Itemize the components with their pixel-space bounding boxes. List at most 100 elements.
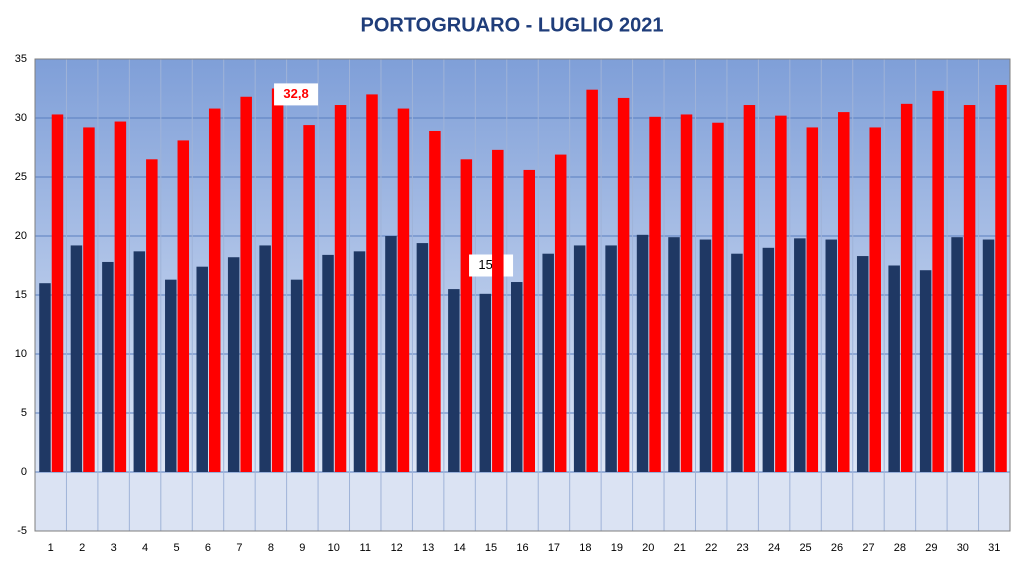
x-tick-label: 9 [299, 542, 305, 554]
plot-border [34, 58, 1011, 532]
x-tick-label: 5 [173, 542, 179, 554]
y-tick-label: 20 [15, 230, 27, 242]
x-tick-label: 23 [737, 542, 749, 554]
value-label-box [274, 83, 319, 106]
bar [366, 94, 378, 473]
bar [114, 121, 127, 472]
bar [271, 88, 284, 472]
x-tick-label: 28 [894, 542, 906, 554]
bar [573, 245, 586, 472]
bar [385, 236, 397, 472]
x-tick-label: 18 [579, 542, 591, 554]
x-tick-label: 2 [79, 542, 85, 554]
bar [196, 266, 208, 472]
bar [712, 122, 724, 472]
x-tick-label: 19 [611, 542, 623, 554]
bar [492, 149, 504, 473]
bar [165, 279, 177, 472]
chart-title: PORTOGRUARO - LUGLIO 2021 [360, 14, 663, 36]
bar [617, 97, 630, 472]
x-tick-label: 29 [925, 542, 937, 554]
x-tick-label: 30 [957, 542, 969, 554]
x-tick-label: 27 [862, 542, 874, 554]
bar [794, 238, 806, 472]
bar [636, 234, 649, 472]
bar [39, 283, 51, 472]
x-tick-label: 10 [328, 542, 340, 554]
y-tick-label: 0 [21, 466, 27, 478]
x-tick-label: 8 [268, 542, 274, 554]
bar [775, 115, 787, 472]
bar [888, 265, 900, 472]
bar [511, 282, 523, 472]
bar [995, 84, 1007, 473]
bar [919, 270, 932, 472]
bar [825, 239, 838, 472]
bar [353, 251, 366, 472]
bar [680, 114, 693, 473]
value-label: 32,8 [283, 86, 308, 101]
x-tick-label: 17 [548, 542, 560, 554]
bar [869, 127, 881, 472]
bar [416, 243, 429, 472]
bar [963, 105, 976, 473]
y-tick-label: 5 [21, 407, 27, 419]
bar [900, 103, 913, 472]
x-tick-label: 1 [48, 542, 54, 554]
x-tick-label: 15 [485, 542, 497, 554]
bar [479, 293, 492, 472]
x-tick-label: 11 [360, 542, 371, 554]
bar [523, 169, 535, 473]
bar [334, 105, 347, 473]
bar [743, 105, 756, 473]
x-tick-label: 7 [236, 542, 242, 554]
bar [731, 253, 743, 472]
bar [51, 114, 64, 473]
bar [838, 112, 850, 472]
bar [429, 130, 441, 473]
bar [290, 279, 303, 472]
bar [303, 125, 315, 472]
bar [856, 256, 869, 472]
bar [322, 254, 334, 472]
bar [605, 245, 617, 472]
x-tick-label: 26 [831, 542, 843, 554]
x-tick-label: 31 [988, 542, 1000, 554]
x-tick-label: 21 [674, 542, 686, 554]
y-tick-label: 15 [15, 289, 27, 301]
y-tick-label: 35 [15, 53, 27, 65]
bar [762, 247, 775, 472]
x-tick-label: 4 [142, 542, 148, 554]
bar [699, 239, 712, 472]
bar [448, 289, 460, 472]
x-tick-label: 24 [768, 542, 780, 554]
y-tick-label: 10 [15, 348, 27, 360]
bar [806, 127, 819, 472]
bar [259, 245, 271, 472]
bar [83, 127, 95, 472]
bar [542, 253, 554, 472]
x-tick-label: 25 [799, 542, 811, 554]
bar [586, 89, 598, 473]
x-tick-label: 16 [516, 542, 528, 554]
x-tick-label: 3 [111, 542, 117, 554]
bar [951, 237, 963, 472]
x-tick-label: 12 [391, 542, 403, 554]
bar [932, 90, 944, 473]
bar [227, 257, 240, 472]
x-tick-label: 13 [422, 542, 434, 554]
y-tick-label: 30 [15, 112, 27, 124]
bar [982, 239, 995, 472]
x-tick-label: 14 [453, 542, 465, 554]
bar [460, 159, 473, 473]
x-tick-label: 6 [205, 542, 211, 554]
y-tick-label: 25 [15, 171, 27, 183]
wind-band [35, 472, 1010, 531]
bar [649, 116, 661, 472]
bar [70, 245, 83, 472]
bar [146, 159, 158, 473]
bar [554, 154, 567, 472]
bar [208, 108, 221, 472]
x-tick-label: 22 [705, 542, 717, 554]
